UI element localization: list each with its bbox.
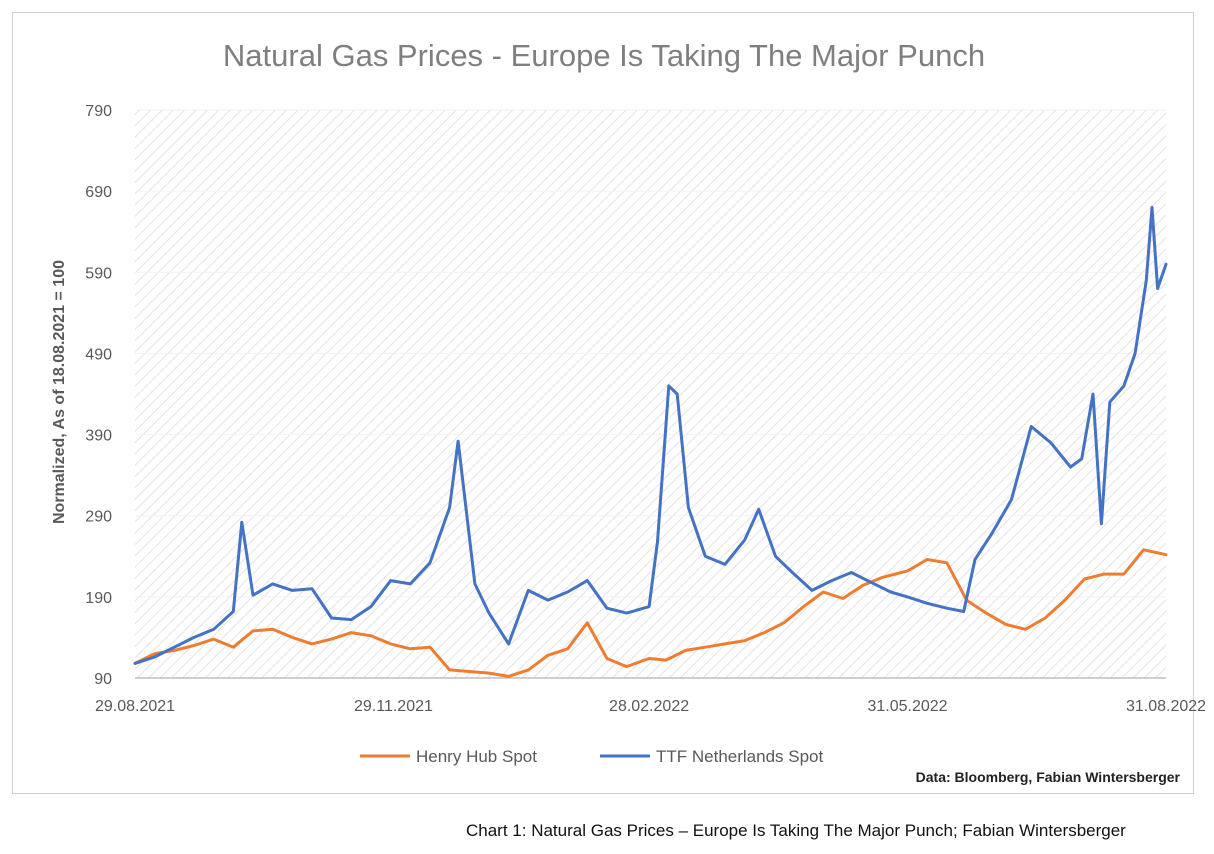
- x-tick-label: 28.02.2022: [609, 698, 689, 715]
- y-axis-label: Normalized, As of 18.08.2021 = 100: [51, 260, 68, 524]
- x-tick-label: 31.08.2022: [1126, 698, 1206, 715]
- y-tick-label: 90: [94, 671, 112, 688]
- figure-caption: Chart 1: Natural Gas Prices – Europe Is …: [466, 821, 1126, 840]
- series-line: [133, 548, 1168, 678]
- y-tick-label: 790: [85, 103, 112, 120]
- y-tick-label: 290: [85, 509, 112, 526]
- x-tick-label: 31.05.2022: [868, 698, 948, 715]
- chart-title: Natural Gas Prices - Europe Is Taking Th…: [223, 38, 985, 73]
- x-tick-label: 29.08.2021: [95, 698, 175, 715]
- x-tick-label: 29.11.2021: [354, 698, 433, 715]
- source-note: Data: Bloomberg, Fabian Wintersberger: [916, 769, 1181, 785]
- y-tick-label: 190: [85, 590, 112, 607]
- legend-item-label: Henry Hub Spot: [416, 747, 537, 766]
- legend: Henry Hub Spot TTF Netherlands Spot: [360, 747, 824, 766]
- plot-area: [135, 110, 1166, 678]
- y-axis-ticks: 790 690 590 490 390 290 190 90: [85, 103, 112, 688]
- x-axis-ticks: 29.08.2021 29.11.2021 28.02.2022 31.05.2022…: [95, 698, 1206, 715]
- y-tick-label: 690: [85, 184, 112, 201]
- legend-item-label: TTF Netherlands Spot: [656, 747, 824, 766]
- y-tick-label: 490: [85, 346, 112, 363]
- y-tick-label: 390: [85, 428, 112, 445]
- y-tick-label: 590: [85, 265, 112, 282]
- series-lines: [133, 205, 1168, 678]
- series-line: [133, 205, 1168, 665]
